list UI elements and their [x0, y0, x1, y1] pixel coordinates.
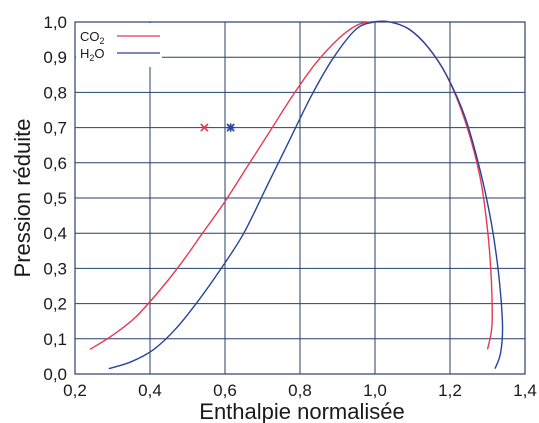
- y-tick-label: 0,0: [43, 365, 67, 384]
- y-tick-label: 0,3: [43, 259, 67, 278]
- y-tick-label: 0,9: [43, 48, 67, 67]
- x-tick-label: 0,2: [63, 381, 87, 400]
- series-line-co2: [89, 20, 493, 350]
- series-lines: [89, 20, 504, 370]
- y-tick-label: 0,6: [43, 154, 67, 173]
- y-axis-label: Pression réduite: [10, 119, 35, 278]
- x-tick-labels: 0,2 0,4 0,6 0,8 1,0 1,2 1,4: [63, 381, 537, 400]
- y-tick-label: 0,7: [43, 119, 67, 138]
- legend: CO2 H2O: [76, 23, 162, 67]
- y-tick-label: 0,4: [43, 224, 67, 243]
- x-tick-label: 0,8: [288, 381, 312, 400]
- marker-co2: [200, 123, 209, 132]
- legend-box: [76, 23, 162, 67]
- x-tick-label: 0,4: [138, 381, 162, 400]
- plot-frame: [74, 21, 526, 375]
- y-tick-label: 0,8: [43, 83, 67, 102]
- x-axis-label: Enthalpie normalisée: [199, 399, 404, 423]
- series-line-h2o: [108, 20, 504, 370]
- x-tick-label: 1,4: [513, 381, 537, 400]
- legend-entry-h2o: H2O: [80, 46, 105, 63]
- y-tick-label: 0,2: [43, 295, 67, 314]
- x-tick-label: 1,0: [363, 381, 387, 400]
- y-tick-label: 1,0: [43, 13, 67, 32]
- y-tick-labels: 0,0 0,1 0,2 0,3 0,4 0,5 0,6 0,7 0,8 0,9 1,0: [43, 13, 67, 384]
- x-tick-label: 0,6: [213, 381, 237, 400]
- legend-entry-co2: CO2: [80, 29, 105, 46]
- x-tick-label: 1,2: [438, 381, 462, 400]
- y-tick-label: 0,1: [43, 330, 67, 349]
- gridlines: [75, 22, 525, 374]
- markers: [200, 123, 235, 132]
- marker-h2o: [226, 123, 235, 132]
- y-tick-label: 0,5: [43, 189, 67, 208]
